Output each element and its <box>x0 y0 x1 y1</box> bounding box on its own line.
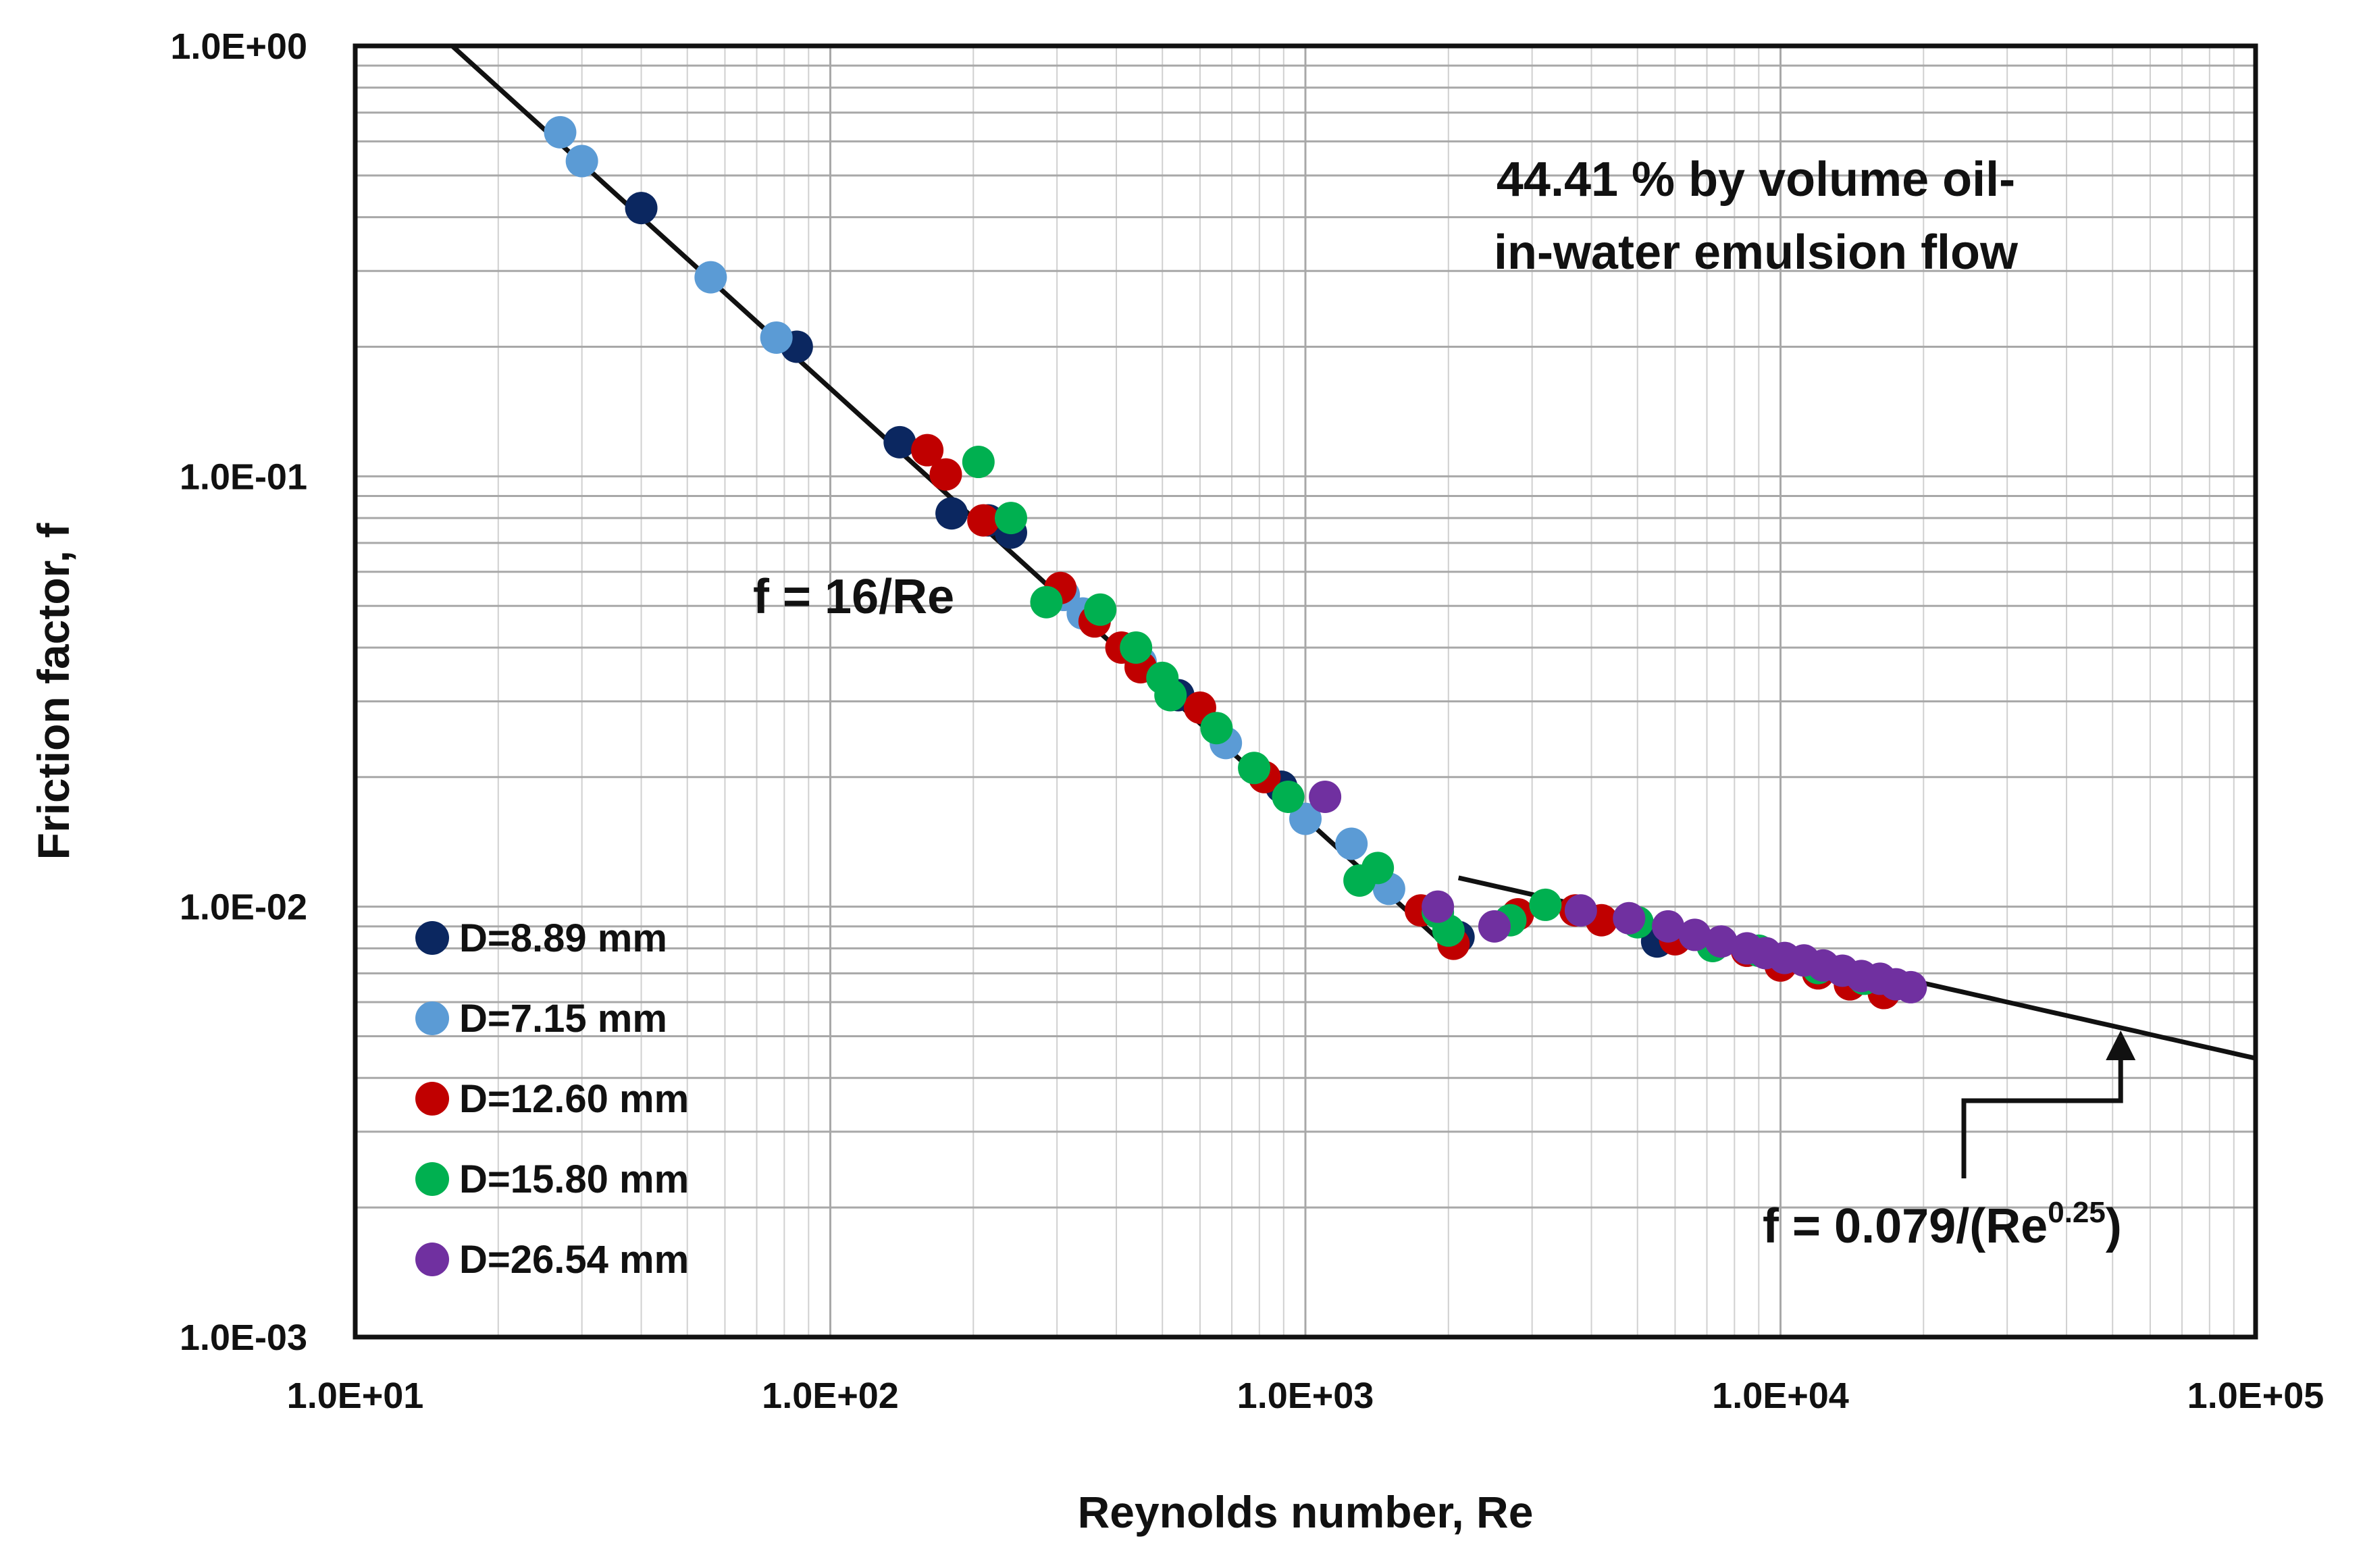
data-point <box>1678 918 1711 951</box>
legend-label: D=15.80 mm <box>459 1157 689 1201</box>
data-point <box>1529 888 1562 921</box>
data-point <box>1705 925 1738 958</box>
data-point <box>760 321 793 354</box>
data-point <box>929 458 962 491</box>
x-tick-labels: 1.0E+01 1.0E+02 1.0E+03 1.0E+04 1.0E+05 <box>287 1376 2324 1416</box>
legend-label: D=12.60 mm <box>459 1077 689 1121</box>
x-tick-label: 1.0E+02 <box>762 1376 899 1416</box>
title-line-1: 44.41 % by volume oil- <box>1497 153 2015 207</box>
data-point <box>1309 780 1342 813</box>
data-point <box>1361 852 1395 885</box>
legend-marker <box>415 1001 449 1035</box>
data-point <box>1154 679 1187 712</box>
data-point <box>967 504 1000 537</box>
x-tick-label: 1.0E+04 <box>1712 1376 1849 1416</box>
data-point <box>565 145 598 178</box>
y-tick-label: 1.0E-03 <box>180 1317 307 1358</box>
data-point <box>1030 585 1063 619</box>
data-point <box>962 446 995 479</box>
grid-lines <box>355 46 2256 1337</box>
turbulent-label-exponent: 0.25 <box>2048 1196 2106 1229</box>
data-point <box>625 192 658 225</box>
data-point <box>1564 894 1597 927</box>
data-point <box>1238 752 1271 785</box>
turbulent-equation-label: f = 0.079/(Re0.25) <box>1763 1196 2122 1253</box>
y-tick-labels: 1.0E+00 1.0E-01 1.0E-02 1.0E-03 <box>170 26 307 1358</box>
data-point <box>994 502 1027 535</box>
arrow-path <box>1961 1056 2123 1178</box>
data-point <box>694 261 727 294</box>
legend-label: D=7.15 mm <box>459 997 667 1041</box>
y-axis-title: Friction factor, f <box>28 523 78 860</box>
turbulent-label-base: f = 0.079/(Re <box>1763 1199 2048 1253</box>
chart-title: 44.41 % by volume oil- in-water emulsion… <box>1494 153 2019 280</box>
legend: D=8.89 mm D=7.15 mm D=12.60 mm D=15.80 mm D=… <box>415 916 689 1282</box>
legend-marker <box>415 921 449 955</box>
x-tick-label: 1.0E+01 <box>287 1376 424 1416</box>
data-point <box>1200 712 1233 745</box>
legend-marker <box>415 1082 449 1116</box>
x-axis-title: Reynolds number, Re <box>1078 1487 1534 1537</box>
data-points <box>544 115 1927 1010</box>
data-point <box>1894 970 1927 1003</box>
data-point <box>1084 593 1117 626</box>
x-tick-label: 1.0E+03 <box>1237 1376 1374 1416</box>
y-tick-label: 1.0E+00 <box>170 26 307 67</box>
data-point <box>1422 890 1455 923</box>
data-point <box>883 425 916 459</box>
legend-marker <box>415 1162 449 1196</box>
turbulent-callout-arrow <box>1961 1030 2136 1178</box>
legend-label: D=8.89 mm <box>459 916 667 960</box>
data-point <box>1652 910 1685 943</box>
data-point <box>1272 780 1305 813</box>
legend-marker <box>415 1243 449 1276</box>
x-tick-label: 1.0E+05 <box>2187 1376 2324 1416</box>
data-point <box>1335 827 1368 860</box>
legend-label: D=26.54 mm <box>459 1238 689 1282</box>
title-line-2: in-water emulsion flow <box>1494 226 2019 280</box>
y-tick-label: 1.0E-02 <box>180 887 307 928</box>
turbulent-label-close: ) <box>2106 1199 2122 1253</box>
data-point <box>1289 802 1322 835</box>
data-point <box>1120 631 1153 664</box>
data-point <box>911 434 944 467</box>
y-tick-label: 1.0E-01 <box>180 456 307 497</box>
laminar-equation-label: f = 16/Re <box>753 570 954 624</box>
data-point <box>935 497 968 530</box>
arrow-head <box>2106 1030 2136 1060</box>
data-point <box>1613 901 1646 935</box>
data-point <box>1478 910 1511 943</box>
data-point <box>544 115 577 149</box>
plot-frame <box>353 43 2258 1340</box>
